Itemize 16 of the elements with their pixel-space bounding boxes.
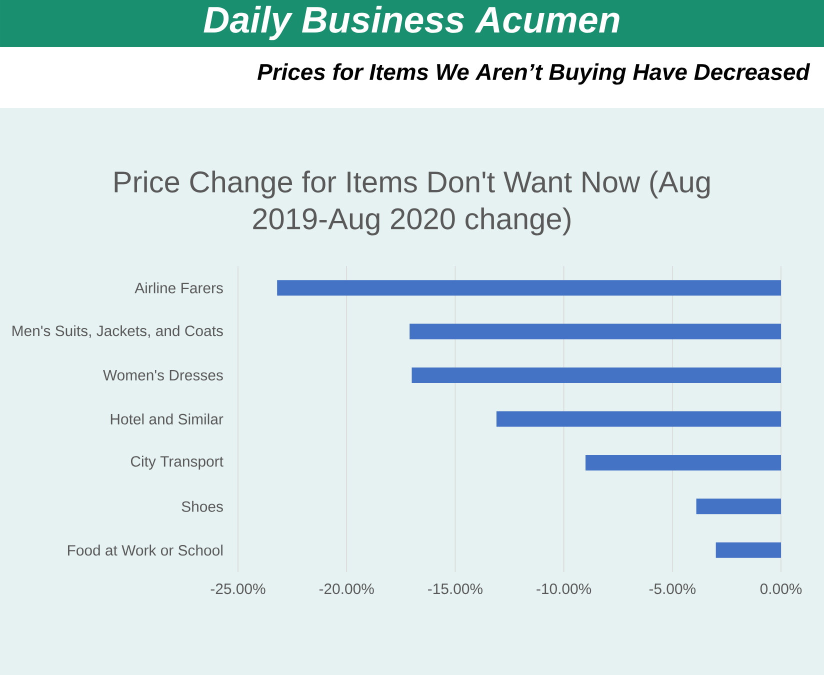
chart-title: Price Change for Items Don't Want Now (Aug 2019-Aug 2020 change): [114, 170, 710, 236]
text: Daily Business Acumen: [204, 6, 620, 40]
y-tick-label: Airline Farers: [134, 282, 223, 294]
y-tick-label: Hotel and Similar: [110, 414, 224, 424]
x-tick-label: -15.00%: [428, 584, 482, 594]
y-tick-label: City Transport: [130, 456, 224, 470]
y-tick-label: Shoes: [182, 500, 223, 512]
chart-subtitle: Prices for Items We Aren’t Buying Have Decreased: [258, 63, 810, 85]
y-tick-label: Men's Suits, Jackets, and Coats: [12, 325, 223, 338]
x-tick-label: 0.00%: [760, 584, 802, 594]
y-tick-label: Food at Work or School: [68, 544, 222, 556]
x-tick-label: -25.00%: [210, 584, 266, 594]
x-tick-label: -5.00%: [649, 584, 696, 594]
x-tick-label: -10.00%: [536, 584, 592, 594]
x-tick-label: -20.00%: [319, 584, 374, 594]
y-tick-label: Women's Dresses: [103, 370, 223, 380]
